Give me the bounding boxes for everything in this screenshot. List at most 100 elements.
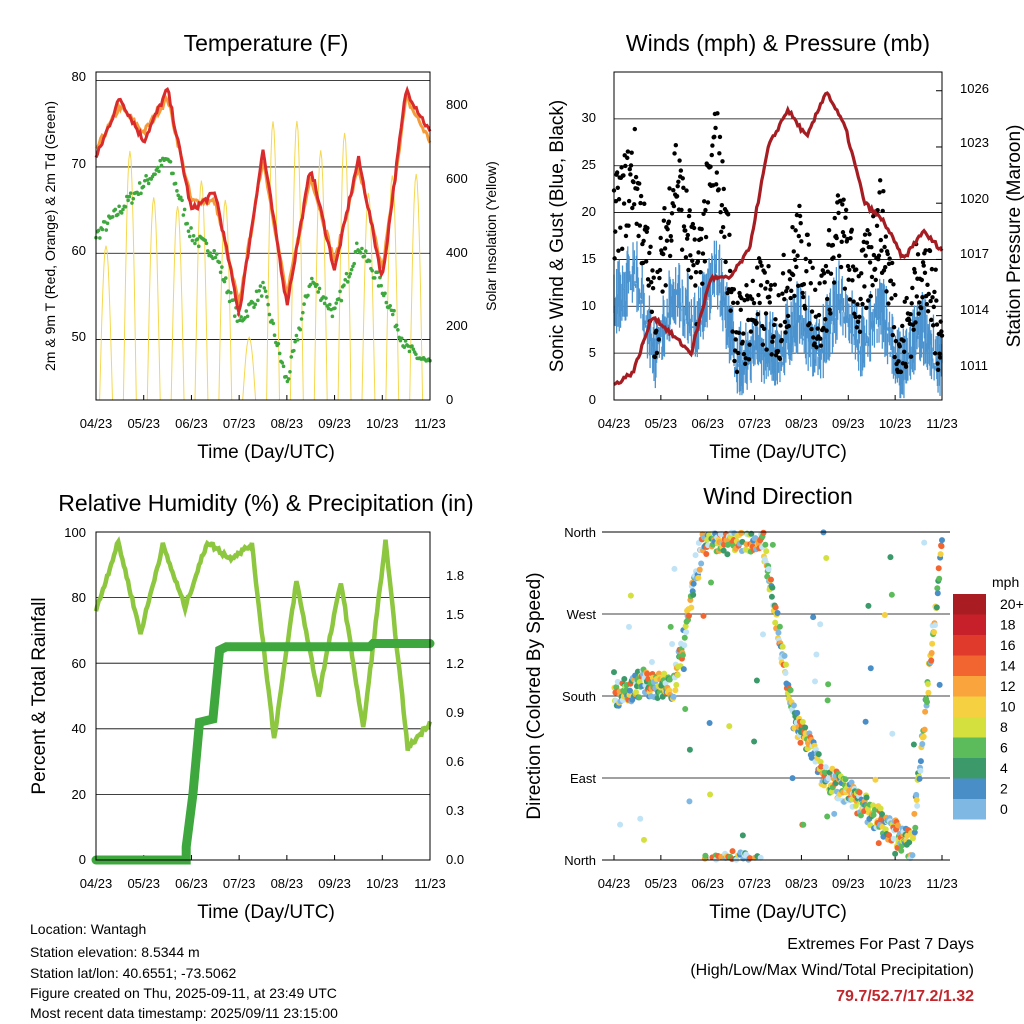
x-tick-label: 06/23 <box>175 416 208 431</box>
x-tick-label: 07/23 <box>738 876 771 891</box>
dewpoint-point <box>261 280 265 285</box>
direction-point <box>938 543 945 550</box>
gust-point <box>855 319 861 324</box>
humidity-right-tick: 1.8 <box>446 568 464 583</box>
gust-point <box>727 232 732 238</box>
gust-point <box>867 260 873 265</box>
gust-point <box>842 286 848 291</box>
direction-point <box>935 565 942 572</box>
gust-point <box>929 266 935 272</box>
direction-x-label: Time (Day/UTC) <box>709 902 847 923</box>
gust-point <box>891 282 896 287</box>
gust-point <box>789 288 794 293</box>
gust-point <box>866 298 871 303</box>
gust-point <box>619 165 624 170</box>
gust-point <box>636 233 641 239</box>
direction-point <box>818 763 825 770</box>
gust-point <box>808 281 813 286</box>
gust-point <box>720 224 726 230</box>
temperature-left-tick: 80 <box>72 69 86 84</box>
direction-point <box>823 554 830 561</box>
direction-title: Wind Direction <box>703 483 853 509</box>
direction-point <box>800 821 807 828</box>
direction-point <box>768 593 775 600</box>
humidity-left-tick: 80 <box>72 590 86 605</box>
gust-point <box>807 259 813 265</box>
direction-point <box>753 677 760 684</box>
direction-point <box>640 836 647 843</box>
gust-point <box>790 225 795 230</box>
gust-point <box>908 312 913 317</box>
dewpoint-point <box>316 290 321 294</box>
gust-point <box>616 197 622 202</box>
temperature-gridlines: 04/23 05/23 06/23 07/23 08/23 09/23 10/23 11/23 <box>80 80 446 431</box>
dewpoint-point <box>131 196 136 201</box>
gust-point <box>751 300 757 306</box>
gust-point <box>869 245 874 250</box>
direction-point <box>917 767 924 774</box>
gust-point <box>663 283 668 288</box>
direction-point <box>857 812 864 819</box>
gust-point <box>691 225 697 231</box>
gust-point <box>876 253 882 258</box>
legend-swatch <box>953 635 986 656</box>
direction-point <box>911 810 918 817</box>
direction-point <box>724 551 731 558</box>
gust-point <box>703 234 709 240</box>
x-tick-label: 06/23 <box>691 416 724 431</box>
legend-label: 14 <box>1000 658 1016 674</box>
gust-point <box>815 326 820 331</box>
gust-point <box>772 322 777 328</box>
dewpoint-point <box>191 233 196 238</box>
solar-insolation-line <box>99 245 113 401</box>
dewpoint-point <box>110 215 115 219</box>
dewpoint-point <box>244 309 249 313</box>
dewpoint-point <box>245 314 250 319</box>
gust-point <box>683 228 688 233</box>
direction-point <box>686 746 693 753</box>
direction-point <box>898 847 905 854</box>
direction-point <box>692 552 699 559</box>
gust-point <box>806 242 812 247</box>
dewpoint-point <box>220 265 224 269</box>
gust-point <box>685 232 690 238</box>
gust-point <box>897 344 902 349</box>
direction-point <box>751 738 758 745</box>
gust-point <box>628 172 633 177</box>
direction-point <box>894 822 901 829</box>
gust-point <box>686 267 691 273</box>
humidity-title: Relative Humidity (%) & Precipitation (i… <box>58 490 473 516</box>
gust-point <box>703 207 708 213</box>
gust-point <box>775 348 781 354</box>
gust-point <box>645 277 651 282</box>
gust-point <box>692 237 697 242</box>
gust-point <box>699 226 704 232</box>
gust-point <box>862 232 868 237</box>
gust-point <box>805 232 810 238</box>
solar-insolation-line <box>242 336 257 401</box>
x-tick-label: 09/23 <box>832 416 865 431</box>
dewpoint-point <box>351 264 355 269</box>
gust-point <box>677 158 682 163</box>
legend-label: 2 <box>1000 781 1008 797</box>
dewpoint-point <box>388 303 392 308</box>
winds-right-tick: 1011 <box>960 358 988 373</box>
direction-point <box>633 689 640 696</box>
gust-point <box>883 234 889 239</box>
gust-point <box>630 205 635 211</box>
direction-point <box>769 541 776 548</box>
gust-point <box>927 248 933 254</box>
winds-left-tick: 5 <box>589 345 596 360</box>
gust-point <box>627 167 632 172</box>
gust-point <box>803 256 808 262</box>
gust-point <box>691 262 696 268</box>
direction-point <box>892 850 899 857</box>
dewpoint-point <box>214 252 219 256</box>
gust-point <box>783 330 788 335</box>
temperature-series <box>94 85 432 401</box>
direction-point <box>877 805 884 812</box>
gust-point <box>669 238 674 243</box>
dewpoint-point <box>344 271 349 276</box>
direction-point <box>924 698 931 705</box>
gust-point <box>882 244 887 250</box>
